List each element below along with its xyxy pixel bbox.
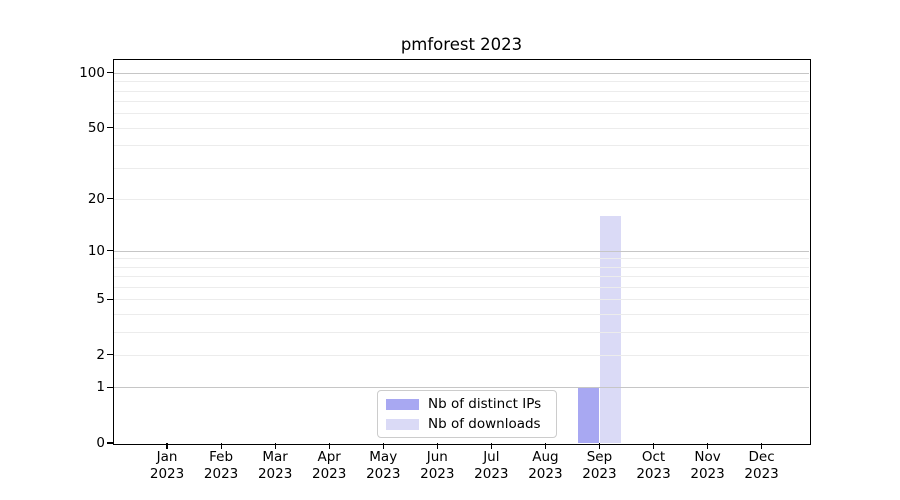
x-tick-label: Sep 2023	[582, 449, 617, 482]
x-tick-label: Feb 2023	[203, 449, 239, 482]
x-axis-tick	[436, 443, 438, 449]
y-tick-label: 20	[87, 190, 105, 207]
legend: Nb of distinct IPs Nb of downloads	[377, 390, 557, 438]
gridline-minor	[114, 127, 809, 129]
legend-swatch-downloads	[386, 418, 419, 430]
y-tick-label: 10	[87, 242, 105, 259]
x-axis-tick	[166, 443, 168, 449]
gridline-minor	[114, 313, 809, 315]
legend-label-distinct-ips: Nb of distinct IPs	[428, 396, 542, 412]
y-axis-tick	[107, 127, 113, 129]
x-tick-label: Mar 2023	[257, 449, 293, 482]
x-tick-label: Oct 2023	[636, 449, 671, 482]
gridline-minor	[114, 286, 809, 288]
y-axis-tick	[107, 386, 113, 388]
gridline-minor	[114, 145, 809, 147]
y-axis-tick	[107, 250, 113, 252]
x-tick-label: Aug 2023	[528, 449, 563, 482]
x-tick-label: Jun 2023	[420, 449, 455, 482]
gridline-minor	[114, 299, 809, 301]
gridline-major	[114, 387, 809, 389]
gridline-minor	[114, 331, 809, 333]
gridline-minor	[114, 101, 809, 103]
legend-item-downloads: Nb of downloads	[386, 416, 556, 432]
gridline-minor	[114, 266, 809, 268]
chart-title: pmforest 2023	[400, 35, 523, 54]
x-axis-tick	[382, 443, 384, 449]
gridline-minor	[114, 167, 809, 169]
legend-label-downloads: Nb of downloads	[428, 416, 541, 432]
gridline-minor	[114, 90, 809, 92]
gridline-minor	[114, 276, 809, 278]
x-axis-tick	[544, 443, 546, 449]
x-tick-label: Dec 2023	[744, 449, 779, 482]
x-axis-tick	[706, 443, 709, 449]
gridline-minor	[114, 113, 809, 115]
legend-swatch-distinct-ips	[386, 398, 419, 410]
y-tick-label: 100	[79, 64, 105, 81]
x-tick-label: Jul 2023	[474, 449, 509, 482]
y-axis-tick	[107, 442, 113, 444]
x-axis-tick	[220, 443, 222, 449]
x-axis-tick	[328, 443, 330, 449]
gridline-minor	[114, 354, 809, 356]
x-tick-label: Nov 2023	[690, 449, 725, 482]
bar-distinct-ips	[577, 387, 600, 443]
x-axis-tick	[598, 443, 601, 449]
gridline-minor	[114, 258, 809, 260]
x-axis-tick	[652, 443, 655, 449]
gridline-minor	[114, 81, 809, 83]
x-axis-tick	[274, 443, 276, 449]
y-axis-tick	[107, 72, 113, 74]
y-tick-label: 1	[96, 379, 105, 396]
gridline-major	[114, 250, 809, 252]
x-tick-label: Jan 2023	[149, 449, 185, 482]
x-tick-label: Apr 2023	[312, 449, 347, 482]
x-tick-label: May 2023	[366, 449, 401, 482]
x-axis-tick	[761, 443, 763, 449]
y-axis-tick	[107, 198, 113, 200]
y-axis-tick	[107, 354, 113, 356]
legend-item-distinct-ips: Nb of distinct IPs	[386, 396, 556, 412]
y-tick-label: 0	[96, 435, 105, 451]
gridline-minor	[114, 198, 809, 200]
y-tick-label: 2	[96, 346, 105, 363]
bar-downloads	[599, 215, 622, 443]
y-axis-tick	[107, 298, 113, 300]
y-tick-label: 5	[96, 291, 105, 308]
gridline-major	[114, 72, 809, 74]
x-axis-tick	[490, 443, 492, 449]
y-tick-label: 50	[87, 119, 105, 136]
